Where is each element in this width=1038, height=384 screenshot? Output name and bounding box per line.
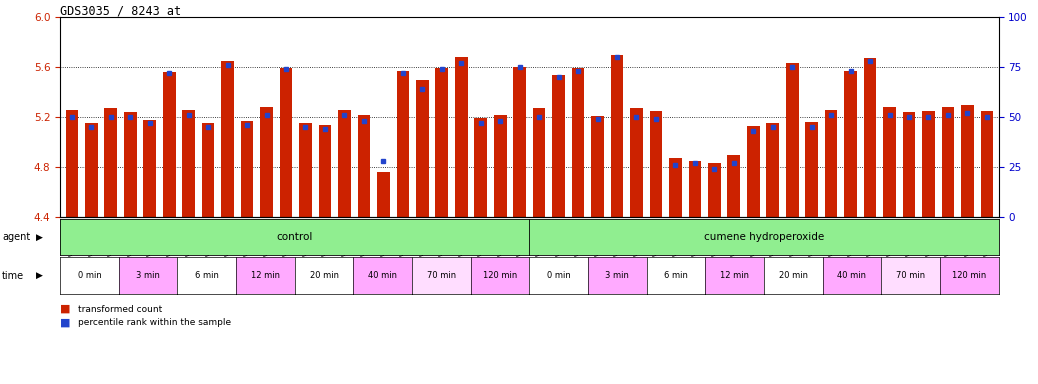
Bar [455,57,467,217]
Text: transformed count: transformed count [78,305,162,314]
Bar [494,115,507,217]
Text: GDS3035 / 8243_at: GDS3035 / 8243_at [60,4,182,17]
Bar [474,118,487,217]
Bar [864,58,876,217]
Bar [397,71,409,217]
Bar [514,67,526,217]
Bar [630,108,643,217]
Bar [981,111,993,217]
Text: time: time [2,270,24,281]
Bar [241,121,253,217]
Bar [183,110,195,217]
Bar [747,126,760,217]
Text: percentile rank within the sample: percentile rank within the sample [78,318,231,327]
Text: 6 min: 6 min [195,271,219,280]
Text: 0 min: 0 min [78,271,102,280]
Bar [261,107,273,217]
Bar [221,61,234,217]
Bar [941,107,954,217]
Bar [825,110,838,217]
Bar [708,163,720,217]
Bar [883,107,896,217]
Bar [105,108,117,217]
Bar [85,123,98,217]
Bar [377,172,389,217]
Bar [922,111,935,217]
Text: 6 min: 6 min [664,271,688,280]
Bar [592,116,604,217]
Text: ▶: ▶ [36,233,43,242]
Text: 70 min: 70 min [427,271,456,280]
Bar [532,108,545,217]
Text: ■: ■ [60,318,71,328]
Bar [728,155,740,217]
Text: 12 min: 12 min [251,271,280,280]
Text: 70 min: 70 min [896,271,925,280]
Text: 3 min: 3 min [605,271,629,280]
Bar [319,125,331,217]
Text: 0 min: 0 min [547,271,571,280]
Text: 40 min: 40 min [368,271,398,280]
Text: 20 min: 20 min [309,271,338,280]
Text: ▶: ▶ [36,271,43,280]
Bar [688,161,702,217]
Text: agent: agent [2,232,30,242]
Bar [903,112,916,217]
Bar [670,158,682,217]
Bar [786,63,798,217]
Bar [844,71,857,217]
Bar [610,55,623,217]
Bar [357,115,371,217]
Bar [961,105,974,217]
Bar [201,123,215,217]
Bar [65,110,78,217]
Bar [163,72,175,217]
Text: 120 min: 120 min [483,271,517,280]
Text: ■: ■ [60,304,71,314]
Text: 120 min: 120 min [952,271,986,280]
Bar [650,111,662,217]
Bar [805,122,818,217]
Bar [436,68,448,217]
Text: 40 min: 40 min [838,271,867,280]
Bar [143,120,156,217]
Bar [552,75,565,217]
Bar [299,123,311,217]
Bar [572,68,584,217]
Text: cumene hydroperoxide: cumene hydroperoxide [704,232,824,242]
Bar [279,68,293,217]
Text: 3 min: 3 min [136,271,160,280]
Text: control: control [276,232,313,242]
Bar [338,110,351,217]
Text: 12 min: 12 min [720,271,749,280]
Bar [416,80,429,217]
Bar [124,112,137,217]
Text: 20 min: 20 min [778,271,808,280]
Bar [766,123,780,217]
